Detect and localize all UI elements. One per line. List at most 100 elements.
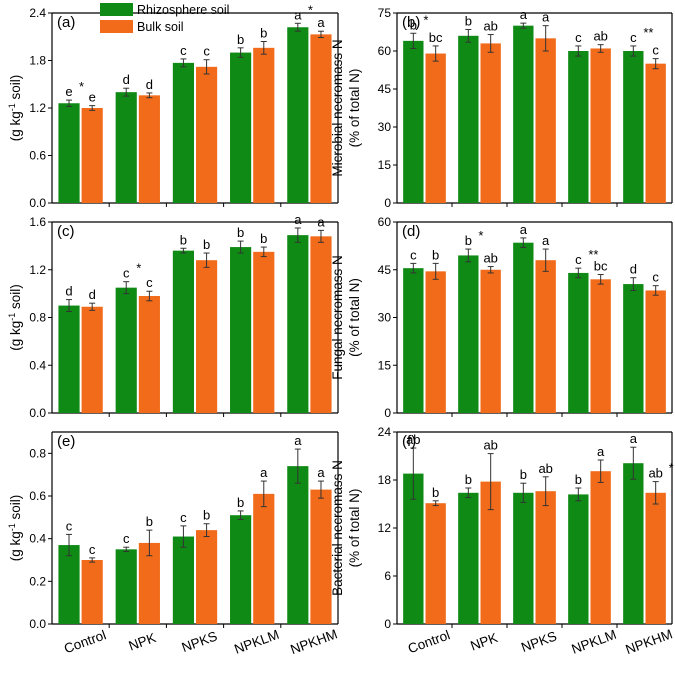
y-tick-label: 0.6 (29, 489, 46, 503)
significance-letter: c (66, 518, 73, 533)
legend-label-bulk: Bulk soil (137, 20, 184, 34)
significance-star: * (423, 12, 428, 27)
significance-letter: a (520, 7, 528, 22)
significance-letter: a (260, 465, 268, 480)
bar (138, 296, 160, 413)
y-tick-label: 45 (378, 263, 392, 277)
panel-label: (e) (57, 433, 75, 450)
significance-letter: b (146, 514, 153, 529)
significance-letter: b (465, 233, 472, 248)
bar (590, 471, 611, 624)
legend-swatch-bulk (100, 20, 133, 33)
y-tick-label: 0.8 (29, 446, 46, 460)
significance-letter: c (180, 510, 187, 525)
significance-letter: a (317, 15, 325, 30)
significance-letter: c (180, 43, 187, 58)
significance-letter: ab (483, 438, 497, 453)
significance-letter: c (652, 43, 659, 58)
bar (568, 494, 589, 624)
y-tick-label: 30 (378, 311, 392, 325)
significance-letter: c (123, 266, 130, 281)
y-tick-label: 0.4 (29, 532, 46, 546)
significance-star: * (136, 261, 141, 276)
legend-swatch-rhizosphere (100, 3, 133, 16)
y-axis-label: (g kg-1 soil) (7, 75, 23, 142)
bar (58, 545, 80, 624)
significance-star: * (308, 2, 313, 17)
significance-letter: b (520, 467, 527, 482)
bar (480, 481, 501, 624)
significance-letter: a (597, 444, 605, 459)
significance-letter: ab (593, 29, 607, 44)
significance-letter: b (237, 225, 244, 240)
bar (230, 52, 252, 204)
panel-a: 0.0 0.6 1.2 1.8 2.4 e * d c b a * e d c b a (a) (g kg-1 so… (7, 2, 339, 210)
y-tick-label: 30 (378, 120, 392, 134)
y-tick-label: 15 (378, 158, 392, 172)
bar (172, 536, 194, 624)
significance-letter: b (575, 472, 582, 487)
bar (310, 489, 332, 624)
bar (115, 92, 137, 203)
bar (138, 542, 160, 624)
significance-letter: c (146, 275, 153, 290)
y-tick-label: 6 (384, 569, 391, 583)
bar (58, 103, 80, 203)
y-tick-label: 0 (384, 617, 391, 631)
significance-letter: a (542, 10, 550, 25)
bar (81, 108, 103, 203)
bar (480, 43, 501, 204)
y-tick-label: 0.4 (29, 358, 46, 372)
bar (645, 492, 666, 624)
y-tick-label: 0.8 (29, 311, 46, 325)
bar (568, 51, 589, 203)
y-axis-label-units: (% of total N) (347, 278, 362, 357)
bar (253, 493, 275, 624)
bar (230, 515, 252, 624)
bar (425, 53, 446, 204)
y-tick-label: 0.6 (29, 149, 46, 163)
significance-letter: c (652, 270, 659, 285)
bar (310, 236, 332, 413)
significance-letter: b (432, 485, 439, 500)
significance-star: * (478, 228, 483, 243)
y-axis-label: Bacterial necromass N (330, 460, 345, 596)
bar (535, 260, 556, 413)
y-tick-label: 1.8 (29, 54, 46, 68)
y-axis-label: (g kg-1 soil) (7, 284, 23, 351)
significance-letter: a (317, 465, 325, 480)
significance-letter: e (89, 90, 96, 105)
significance-letter: b (260, 26, 267, 41)
bar (458, 492, 479, 624)
y-tick-label: 18 (378, 473, 392, 487)
panel-label: (b) (402, 14, 420, 31)
bar (287, 235, 309, 413)
significance-letter: b (410, 17, 417, 32)
significance-letter: a (294, 7, 302, 22)
bar (196, 66, 218, 203)
bar (310, 34, 332, 203)
bar (172, 250, 194, 413)
bar (230, 247, 252, 413)
y-tick-label: 0.2 (29, 574, 46, 588)
panel-c: 0.0 0.4 0.8 1.2 1.6 d c * b b a d c b b a (c) (g kg-1 soi… (7, 212, 339, 420)
significance-letter: b (260, 231, 267, 246)
significance-letter: c (575, 30, 582, 45)
significance-letter: bc (429, 30, 443, 45)
y-tick-label: 1.2 (29, 263, 46, 277)
bar (115, 549, 137, 624)
bar (458, 255, 479, 413)
significance-letter: c (89, 542, 96, 557)
y-axis-label: Fungal necromass N (330, 255, 345, 380)
bar (425, 271, 446, 413)
y-axis-label-units: (% of total N) (347, 489, 362, 568)
y-axis-label: Microbial necromass N (330, 39, 345, 176)
y-tick-label: 12 (378, 521, 392, 535)
y-tick-label: 60 (378, 215, 392, 229)
significance-letter: ab (406, 432, 420, 447)
bar (172, 62, 194, 203)
significance-letter: c (410, 247, 417, 262)
